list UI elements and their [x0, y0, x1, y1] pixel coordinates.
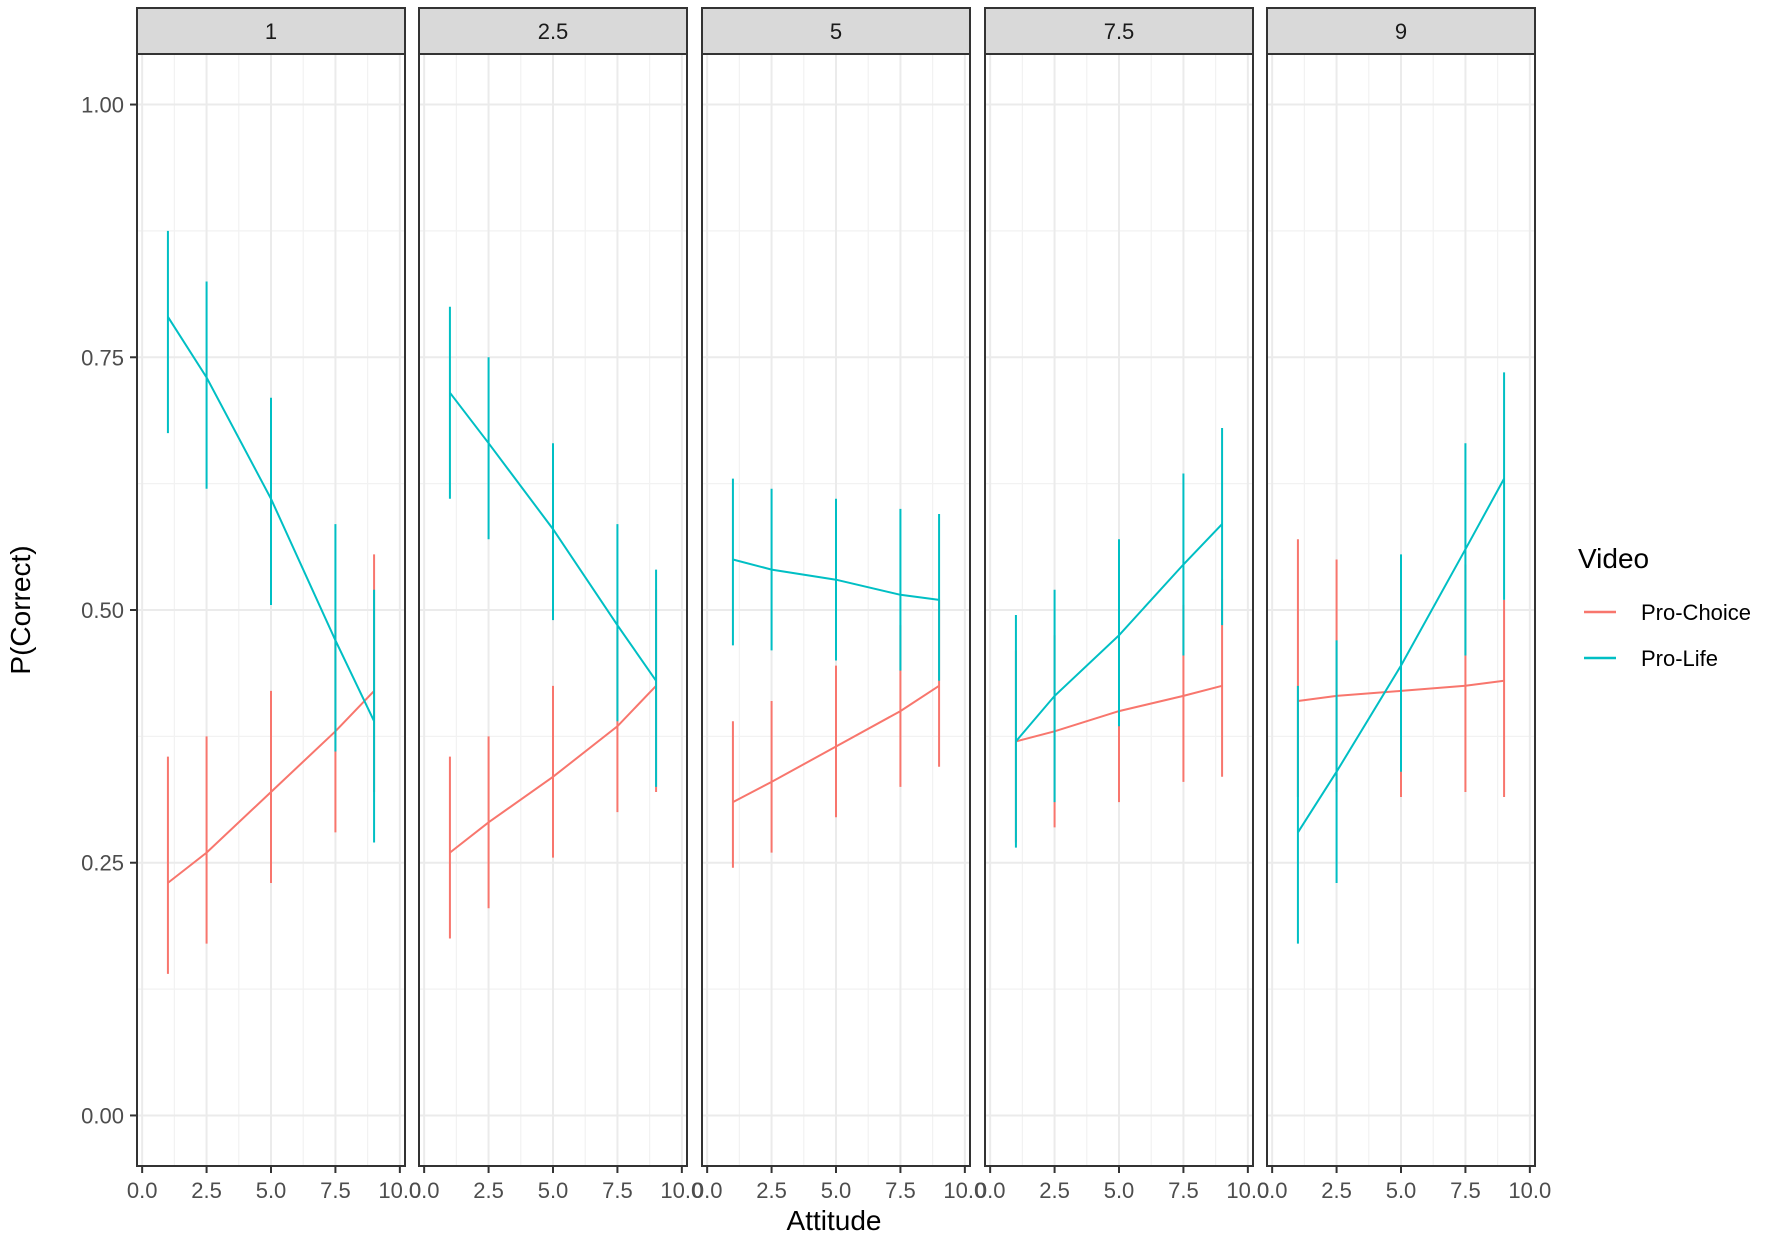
series-line [449, 685, 657, 854]
x-tick-label: 0.0 [1257, 1178, 1288, 1203]
facet-strip [418, 7, 688, 55]
series-line [167, 316, 376, 722]
x-tick-label: 5.0 [538, 1178, 569, 1203]
legend-label: Pro-Life [1641, 646, 1718, 671]
facet-panel: 5 0.0 2.5 5.0 7.5 10.0 [692, 7, 986, 1203]
facet-strip [984, 7, 1254, 55]
series-pro-life [448, 306, 658, 787]
series-line [732, 684, 940, 803]
x-tick-label: 10.0 [943, 1178, 986, 1203]
facet-strip [1266, 7, 1536, 55]
y-tick-label: 0.25 [81, 851, 124, 876]
facet-strip-label: 5 [830, 19, 842, 44]
y-tick-label: 0.75 [81, 345, 124, 370]
series-pro-life [166, 230, 376, 843]
x-tick-label: 7.5 [1450, 1178, 1481, 1203]
x-tick-label: 2.5 [191, 1178, 222, 1203]
facet-panel: 9 0.0 2.5 5.0 7.5 10.0 [1257, 7, 1551, 1203]
y-axis: 0.00 0.25 0.50 0.75 1.00 [81, 93, 137, 1128]
facet-panels: 10.0 2.5 5.0 7.5 10.02.50.0 2.5 5.0 7.5 10.050.0… [127, 7, 1551, 1203]
series-pro-life [1014, 428, 1224, 848]
facet-strip-label: 2.5 [538, 19, 569, 44]
x-tick-label: 2.5 [756, 1178, 787, 1203]
series-line [1015, 523, 1223, 743]
x-tick-label: 10.0 [1508, 1178, 1551, 1203]
x-tick-label: 7.5 [885, 1178, 916, 1203]
facet-strip-label: 7.5 [1104, 19, 1135, 44]
facet-strip-label: 1 [265, 19, 277, 44]
series-pro-life [1296, 372, 1506, 944]
x-tick-label: 2.5 [473, 1178, 504, 1203]
facet-panel: 2.5 0.0 2.5 5.0 7.5 10.0 [409, 7, 703, 1203]
x-tick-label: 5.0 [1386, 1178, 1417, 1203]
y-tick-label: 1.00 [81, 93, 124, 118]
x-tick-label: 0.0 [127, 1178, 158, 1203]
legend-title: Video [1578, 543, 1649, 574]
y-tick-label: 0.00 [81, 1103, 124, 1128]
x-tick-label: 5.0 [1104, 1178, 1135, 1203]
y-axis-title: P(Correct) [5, 545, 36, 674]
x-tick-label: 10.0 [660, 1178, 703, 1203]
x-tick-label: 2.5 [1039, 1178, 1070, 1203]
x-tick-label: 7.5 [602, 1178, 633, 1203]
x-tick-label: 10.0 [1226, 1178, 1269, 1203]
x-tick-label: 0.0 [409, 1178, 440, 1203]
x-tick-label: 5.0 [821, 1178, 852, 1203]
x-tick-label: 2.5 [1321, 1178, 1352, 1203]
x-tick-label: 10.0 [378, 1178, 421, 1203]
x-axis-title: Attitude [787, 1205, 882, 1236]
facet-panel: 10.0 2.5 5.0 7.5 10.0 [127, 7, 421, 1203]
series-line [732, 558, 940, 601]
legend-item: Pro-Life [1584, 646, 1718, 671]
facet-strip [701, 7, 971, 55]
x-tick-label: 7.5 [320, 1178, 351, 1203]
x-tick-label: 5.0 [256, 1178, 287, 1203]
y-tick-label: 0.50 [81, 598, 124, 623]
series-line [167, 690, 375, 884]
series-line [449, 392, 657, 682]
x-tick-label: 0.0 [692, 1178, 723, 1203]
legend-label: Pro-Choice [1641, 600, 1751, 625]
legend-item: Pro-Choice [1584, 600, 1751, 625]
x-tick-label: 0.0 [975, 1178, 1006, 1203]
x-tick-label: 7.5 [1168, 1178, 1199, 1203]
series-pro-life [731, 478, 941, 681]
facet-strip-label: 9 [1395, 19, 1407, 44]
series-line [1297, 478, 1505, 833]
facet-strip [136, 7, 406, 55]
legend-items: Pro-Choice Pro-Life [1584, 600, 1751, 671]
facet-panel: 7.5 0.0 2.5 5.0 7.5 10.0 [975, 7, 1269, 1203]
legend: Video Pro-Choice Pro-Life [1578, 543, 1751, 671]
